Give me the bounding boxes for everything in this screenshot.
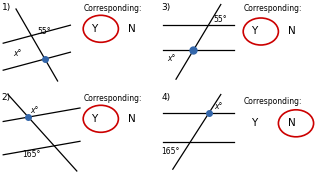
Text: Y: Y: [91, 24, 98, 33]
Text: 1): 1): [2, 3, 11, 12]
Text: 165°: 165°: [161, 147, 180, 156]
Text: N: N: [288, 26, 296, 36]
Text: x°: x°: [13, 49, 21, 58]
Text: 4): 4): [162, 93, 171, 102]
Text: x°: x°: [168, 54, 176, 63]
Text: x°: x°: [30, 105, 38, 114]
Text: Y: Y: [251, 26, 258, 36]
Text: 3): 3): [162, 3, 171, 12]
Text: Corresponding:: Corresponding:: [243, 4, 302, 13]
Text: x°: x°: [214, 102, 222, 111]
Text: 55°: 55°: [213, 15, 227, 24]
Text: N: N: [128, 24, 136, 33]
Text: N: N: [128, 114, 136, 123]
Text: 55°: 55°: [38, 27, 52, 36]
Text: 165°: 165°: [22, 150, 41, 159]
Text: Corresponding:: Corresponding:: [243, 97, 302, 106]
Text: Y: Y: [91, 114, 98, 123]
Text: Y: Y: [251, 118, 258, 128]
Text: Corresponding:: Corresponding:: [83, 4, 142, 13]
Text: N: N: [288, 118, 296, 128]
Text: Corresponding:: Corresponding:: [83, 94, 142, 103]
Text: 2): 2): [2, 93, 11, 102]
